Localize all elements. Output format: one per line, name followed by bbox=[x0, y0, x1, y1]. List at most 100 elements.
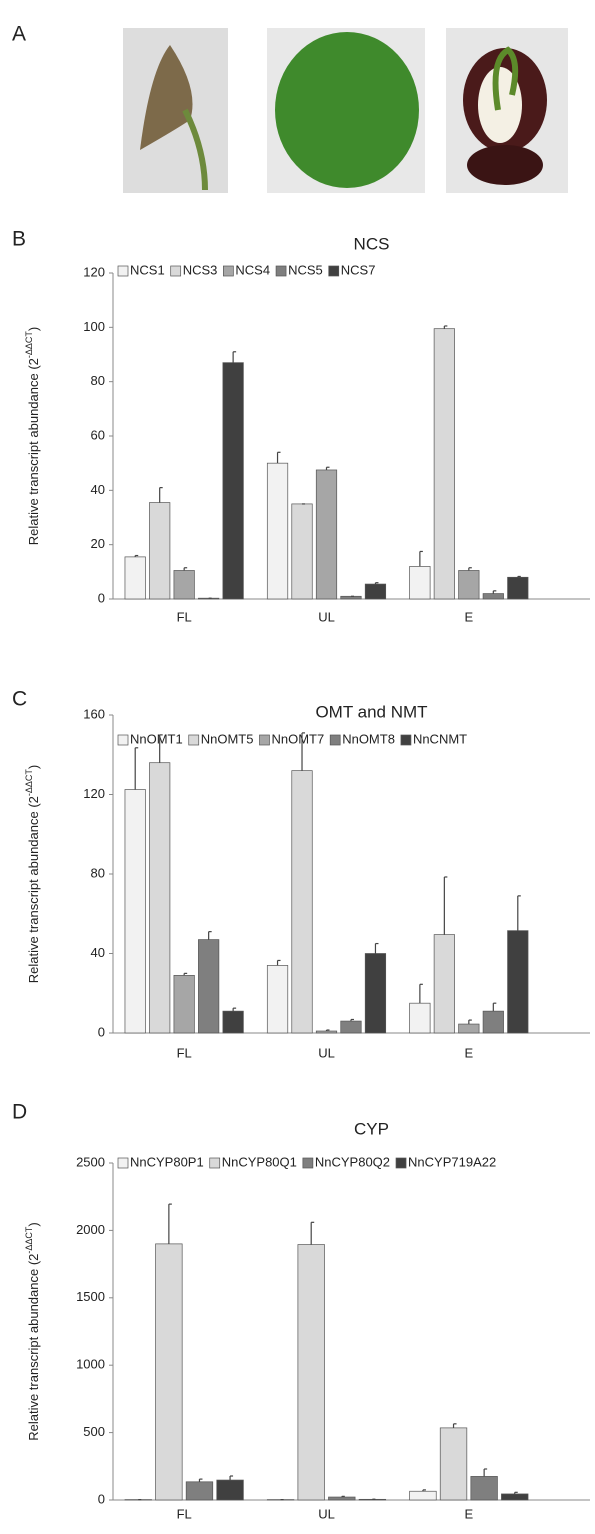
legend-label: NnOMT7 bbox=[271, 731, 324, 746]
panel-label: D bbox=[12, 1101, 27, 1124]
legend-label: NCS3 bbox=[183, 262, 218, 277]
y-axis-label-part: -ΔΔCT bbox=[24, 1226, 34, 1254]
legend-swatch bbox=[171, 266, 181, 276]
y-tick-label: 120 bbox=[83, 264, 105, 279]
legend-swatch bbox=[259, 735, 269, 745]
bar bbox=[316, 1031, 336, 1033]
legend-swatch bbox=[401, 735, 411, 745]
x-tick-label: UL bbox=[318, 609, 335, 624]
x-tick-label: UL bbox=[318, 1506, 335, 1521]
bar bbox=[459, 1024, 479, 1033]
bar bbox=[365, 584, 385, 599]
legend-label: NCS5 bbox=[288, 262, 323, 277]
x-tick-label: FL bbox=[177, 1045, 192, 1060]
bar bbox=[223, 1011, 243, 1033]
y-tick-label: 2000 bbox=[76, 1222, 105, 1237]
y-axis-label-part: ) bbox=[26, 765, 41, 769]
legend-swatch bbox=[276, 266, 286, 276]
y-tick-label: 500 bbox=[83, 1424, 105, 1439]
error-bar bbox=[230, 1476, 233, 1480]
y-axis-label: Relative transcript abundance (2-ΔΔCT) bbox=[24, 765, 41, 984]
legend-swatch bbox=[118, 1158, 128, 1168]
bar bbox=[298, 1245, 325, 1500]
bar bbox=[359, 1499, 386, 1500]
y-axis-label-part: Relative transcript abundance (2 bbox=[26, 796, 41, 983]
x-tick-label: E bbox=[464, 609, 473, 624]
bar bbox=[156, 1244, 183, 1500]
error-bar bbox=[444, 877, 447, 935]
chart-title: OMT and NMT bbox=[315, 702, 427, 721]
error-bar bbox=[184, 568, 187, 571]
error-bar bbox=[518, 896, 521, 931]
bar bbox=[292, 504, 312, 599]
error-bar bbox=[233, 1008, 236, 1011]
bar bbox=[125, 790, 145, 1033]
error-bar bbox=[444, 326, 447, 329]
bar bbox=[410, 566, 430, 599]
bar bbox=[440, 1428, 467, 1500]
x-tick-label: UL bbox=[318, 1045, 335, 1060]
legend-swatch bbox=[330, 735, 340, 745]
legend-label: NnOMT1 bbox=[130, 731, 183, 746]
bar bbox=[434, 935, 454, 1033]
y-axis-label-part: Relative transcript abundance (2 bbox=[26, 358, 41, 545]
legend-label: NnCYP80P1 bbox=[130, 1154, 204, 1169]
error-bar bbox=[199, 1479, 202, 1482]
bar bbox=[292, 771, 312, 1033]
panel-label: B bbox=[12, 228, 26, 251]
bar bbox=[125, 557, 145, 599]
bar bbox=[267, 965, 287, 1033]
legend-label: NCS7 bbox=[341, 262, 376, 277]
error-bar bbox=[420, 551, 423, 566]
bar bbox=[365, 954, 385, 1034]
y-axis-label-part: ) bbox=[26, 1222, 41, 1226]
error-bar bbox=[327, 467, 330, 470]
x-tick-label: FL bbox=[177, 1506, 192, 1521]
bar bbox=[471, 1476, 498, 1500]
x-tick-label: E bbox=[464, 1045, 473, 1060]
bar bbox=[329, 1497, 356, 1500]
legend-swatch bbox=[396, 1158, 406, 1168]
bar bbox=[223, 363, 243, 599]
bar bbox=[483, 1011, 503, 1033]
x-tick-label: E bbox=[464, 1506, 473, 1521]
chart-title: CYP bbox=[354, 1119, 389, 1138]
legend-swatch bbox=[329, 266, 339, 276]
bar bbox=[217, 1480, 244, 1500]
bar bbox=[508, 931, 528, 1033]
legend-label: NnCNMT bbox=[413, 731, 467, 746]
bar bbox=[267, 463, 287, 599]
error-bar bbox=[493, 1003, 496, 1011]
y-tick-label: 2500 bbox=[76, 1154, 105, 1169]
y-tick-label: 120 bbox=[83, 786, 105, 801]
y-axis-label-part: Relative transcript abundance (2 bbox=[26, 1254, 41, 1441]
y-tick-label: 0 bbox=[98, 1491, 105, 1506]
legend-swatch bbox=[189, 735, 199, 745]
y-tick-label: 0 bbox=[98, 590, 105, 605]
error-bar bbox=[375, 944, 378, 954]
error-bar bbox=[135, 748, 138, 790]
error-bar bbox=[278, 960, 281, 965]
bar bbox=[198, 940, 218, 1033]
y-axis-label-part: -ΔΔCT bbox=[24, 331, 34, 359]
bar bbox=[410, 1491, 437, 1500]
error-bar bbox=[420, 984, 423, 1003]
y-tick-label: 80 bbox=[91, 373, 105, 388]
x-tick-label: FL bbox=[177, 609, 192, 624]
legend-label: NnCYP719A22 bbox=[408, 1154, 496, 1169]
y-tick-label: 100 bbox=[83, 319, 105, 334]
legend-label: NCS4 bbox=[235, 262, 270, 277]
y-tick-label: 1000 bbox=[76, 1357, 105, 1372]
legend-label: NnOMT5 bbox=[201, 731, 254, 746]
error-bar bbox=[469, 1020, 472, 1024]
legend-label: NnCYP80Q2 bbox=[315, 1154, 390, 1169]
legend-swatch bbox=[303, 1158, 313, 1168]
y-axis-label-part: ) bbox=[26, 327, 41, 331]
bar bbox=[149, 503, 169, 599]
y-tick-label: 40 bbox=[91, 482, 105, 497]
y-tick-label: 1500 bbox=[76, 1289, 105, 1304]
y-tick-label: 160 bbox=[83, 706, 105, 721]
legend-label: NnCYP80Q1 bbox=[222, 1154, 297, 1169]
error-bar bbox=[342, 1496, 345, 1497]
